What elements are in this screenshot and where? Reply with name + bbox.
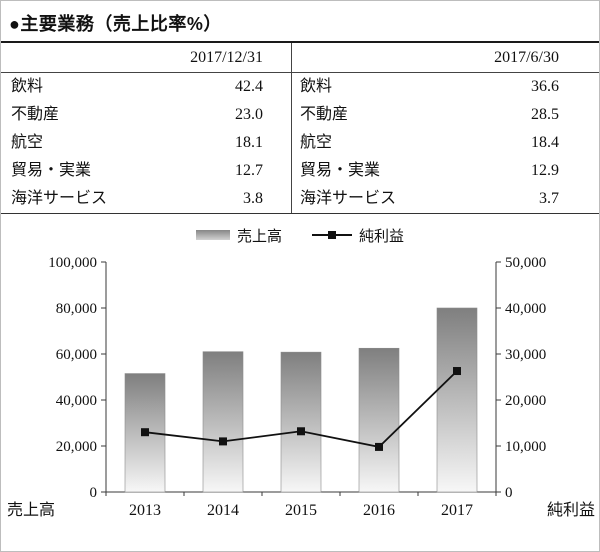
- right-axis-tick-label: 50,000: [505, 255, 546, 271]
- legend-item-revenue: 売上高: [195, 225, 282, 246]
- segment-label: 不動産: [11, 106, 60, 123]
- net-profit-line-swatch-icon: [312, 231, 352, 239]
- left-axis-tick-label: 100,000: [48, 255, 97, 271]
- segment-label: 海洋サービス: [11, 190, 108, 207]
- net-profit-marker-icon: [141, 428, 149, 437]
- right-axis-tick-label: 30,000: [505, 347, 546, 363]
- table-row: 貿易・実業 12.7: [1, 157, 291, 185]
- left-axis-tick-label: 20,000: [56, 439, 97, 455]
- right-axis-title: 純利益: [547, 501, 595, 519]
- sales-ratio-table: 2017/12/31 飲料 42.4 不動産 23.0 航空 18.1 貿易・実…: [1, 41, 599, 214]
- segment-label: 航空: [300, 134, 333, 151]
- segment-value: 23.0: [235, 106, 263, 123]
- segment-value: 12.7: [235, 162, 263, 179]
- net-profit-marker-icon: [453, 367, 461, 376]
- legend-net-profit-label: 純利益: [359, 227, 405, 245]
- x-axis-year-label: 2015: [285, 502, 317, 519]
- segment-value: 3.8: [243, 190, 263, 207]
- left-axis-tick-label: 80,000: [56, 301, 97, 317]
- left-axis-tick-label: 40,000: [56, 393, 97, 409]
- segment-label: 貿易・実業: [300, 162, 381, 179]
- revenue-bar-2015: [280, 351, 322, 493]
- table-row: 航空 18.4: [292, 129, 599, 157]
- x-axis-year-label: 2016: [363, 502, 395, 519]
- x-axis-year-label: 2013: [129, 502, 161, 519]
- right-axis-tick-label: 40,000: [505, 301, 546, 317]
- legend-item-net-profit: 純利益: [312, 225, 404, 246]
- net-profit-marker-icon: [219, 437, 227, 446]
- right-axis-tick-label: 20,000: [505, 393, 546, 409]
- table-row: 飲料 42.4: [1, 73, 291, 101]
- revenue-bar-2016: [358, 347, 400, 493]
- segment-value: 18.4: [531, 134, 559, 151]
- table-row: 飲料 36.6: [292, 73, 599, 101]
- segment-value: 12.9: [531, 162, 559, 179]
- ratio-table-right-period: 2017/6/30 飲料 36.6 不動産 28.5 航空 18.4 貿易・実業…: [291, 43, 599, 213]
- table-row: 不動産 28.5: [292, 101, 599, 129]
- x-axis-year-label: 2014: [207, 502, 239, 519]
- segment-label: 航空: [11, 134, 44, 151]
- segment-value: 28.5: [531, 106, 559, 123]
- ratio-table-left-period: 2017/12/31 飲料 42.4 不動産 23.0 航空 18.1 貿易・実…: [1, 43, 291, 213]
- revenue-bar-2017: [436, 307, 478, 493]
- revenue-profit-chart: 0 20,000 40,000 60,000 80,000 100,000 0 10,000 2…: [7, 255, 595, 519]
- segment-value: 42.4: [235, 78, 263, 95]
- table-row: 海洋サービス 3.7: [292, 185, 599, 213]
- table-row: 海洋サービス 3.8: [1, 185, 291, 213]
- net-profit-marker-icon: [297, 427, 305, 436]
- table-row: 航空 18.1: [1, 129, 291, 157]
- segment-value: 36.6: [531, 78, 559, 95]
- period-date: 2017/6/30: [292, 43, 599, 73]
- table-row: 貿易・実業 12.9: [292, 157, 599, 185]
- revenue-bar-2014: [202, 351, 244, 493]
- net-profit-marker-icon: [375, 442, 383, 451]
- legend-revenue-label: 売上高: [236, 227, 282, 245]
- segment-label: 飲料: [300, 78, 333, 95]
- x-axis-year-label: 2017: [441, 502, 473, 519]
- chart-legend: 売上高 純利益: [1, 225, 599, 246]
- segment-label: 飲料: [11, 78, 44, 95]
- right-axis-tick-label: 10,000: [505, 439, 546, 455]
- revenue-bar-swatch-icon: [195, 230, 230, 240]
- page-title: ●主要業務（売上比率%）: [9, 14, 222, 34]
- segment-value: 3.7: [539, 190, 559, 207]
- right-axis-tick-label: 0: [505, 485, 513, 501]
- left-axis-title: 売上高: [7, 501, 55, 519]
- segment-value: 18.1: [235, 134, 263, 151]
- left-axis-tick-label: 60,000: [56, 347, 97, 363]
- segment-label: 不動産: [300, 106, 349, 123]
- period-date: 2017/12/31: [1, 43, 291, 73]
- segment-label: 貿易・実業: [11, 162, 92, 179]
- left-axis-tick-label: 0: [90, 485, 98, 501]
- table-row: 不動産 23.0: [1, 101, 291, 129]
- net-profit-marker-icon: [328, 231, 336, 239]
- segment-label: 海洋サービス: [300, 190, 397, 207]
